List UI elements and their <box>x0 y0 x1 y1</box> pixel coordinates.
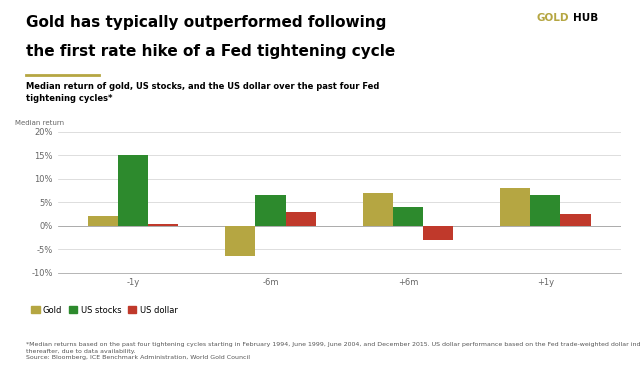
Bar <box>285 212 316 226</box>
Bar <box>500 188 530 226</box>
Bar <box>561 214 591 226</box>
Bar <box>393 207 423 226</box>
Bar <box>255 195 285 226</box>
Bar <box>88 216 118 226</box>
Text: Gold has typically outperformed following: Gold has typically outperformed followin… <box>26 15 386 30</box>
Text: *Median returns based on the past four tightening cycles starting in February 19: *Median returns based on the past four t… <box>26 342 640 361</box>
Text: the first rate hike of a Fed tightening cycle: the first rate hike of a Fed tightening … <box>26 44 395 59</box>
Bar <box>148 224 179 226</box>
Legend: Gold, US stocks, US dollar: Gold, US stocks, US dollar <box>28 302 181 318</box>
Bar <box>530 195 561 226</box>
Text: HUB: HUB <box>573 13 598 23</box>
Text: Median return of gold, US stocks, and the US dollar over the past four Fed
tight: Median return of gold, US stocks, and th… <box>26 82 379 103</box>
Text: GOLD: GOLD <box>536 13 569 23</box>
Bar <box>225 226 255 256</box>
Bar <box>423 226 453 240</box>
Bar <box>362 193 393 226</box>
Text: Median return: Median return <box>15 120 65 126</box>
Bar <box>118 155 148 226</box>
